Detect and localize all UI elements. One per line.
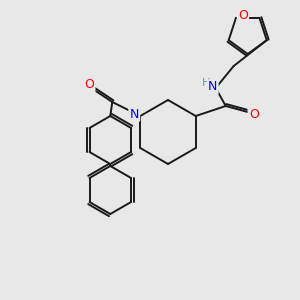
Text: O: O — [84, 79, 94, 92]
Text: N: N — [130, 107, 139, 121]
Text: O: O — [238, 9, 248, 22]
Text: H: H — [202, 78, 210, 88]
Text: N: N — [208, 80, 218, 94]
Text: O: O — [249, 109, 259, 122]
